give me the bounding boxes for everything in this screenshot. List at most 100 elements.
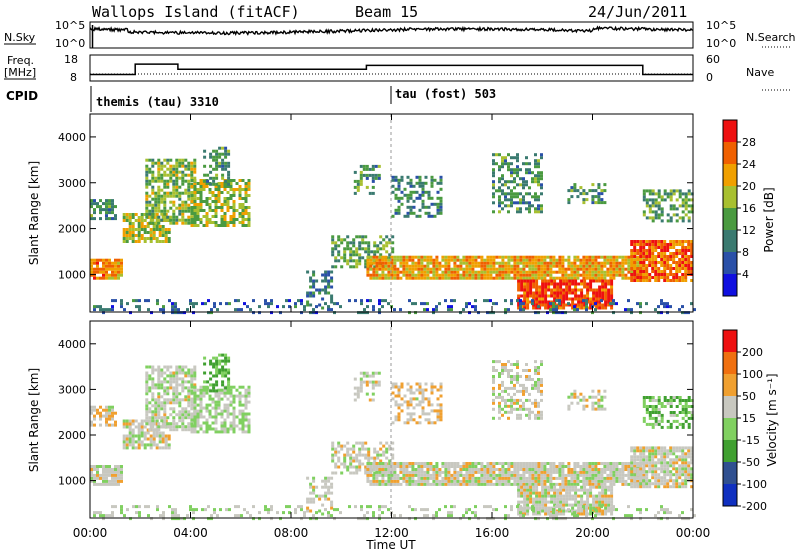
velocity-cell <box>528 473 532 477</box>
velocity-cell <box>178 404 182 408</box>
velocity-cell <box>205 421 209 425</box>
power-cell <box>681 246 685 249</box>
velocity-cell <box>215 374 219 378</box>
velocity-cell <box>221 371 225 375</box>
velocity-cell <box>627 476 631 480</box>
power-cell <box>423 308 426 312</box>
velocity-cell <box>510 375 513 378</box>
power-cell <box>648 192 652 196</box>
power-cell <box>161 234 165 237</box>
velocity-cell <box>498 407 501 411</box>
power-cell <box>151 161 155 165</box>
power-cell <box>330 308 333 312</box>
velocity-cell <box>309 500 313 504</box>
power-cell <box>567 302 570 306</box>
velocity-cell <box>312 500 316 504</box>
velocity-cell <box>209 359 213 363</box>
power-cell <box>648 273 652 276</box>
velocity-cell <box>151 383 155 387</box>
velocity-cell <box>540 378 543 381</box>
velocity-cell <box>402 479 406 483</box>
power-cell <box>687 243 691 246</box>
power-cell <box>654 279 658 282</box>
power-cell <box>111 199 114 203</box>
power-cell <box>369 264 373 268</box>
power-cell <box>612 276 616 280</box>
power-cell <box>663 258 667 261</box>
power-cell <box>571 291 575 295</box>
velocity-cell <box>346 450 350 454</box>
power-cell <box>131 222 135 225</box>
velocity-cell <box>145 422 149 426</box>
power-cell <box>666 267 670 270</box>
power-cell <box>297 299 300 303</box>
power-cell <box>202 215 206 218</box>
velocity-cell <box>111 405 114 409</box>
velocity-cell <box>343 465 347 469</box>
power-cell <box>636 243 640 246</box>
power-cell <box>549 270 553 274</box>
power-cell <box>595 306 599 310</box>
power-cell <box>516 195 519 199</box>
power-cell <box>172 212 176 216</box>
power-cell <box>534 174 537 178</box>
power-cell <box>160 176 164 180</box>
velocity-cell <box>330 482 334 486</box>
nsky-right-tick-bottom: 10^0 <box>706 37 736 50</box>
power-cell <box>369 276 373 280</box>
power-cell <box>621 267 625 271</box>
power-cell <box>227 149 231 153</box>
velocity-cell <box>516 462 520 465</box>
power-cell <box>93 270 96 274</box>
power-cell <box>436 211 440 215</box>
velocity-cell <box>366 470 370 474</box>
velocity-cell <box>199 397 203 401</box>
power-cell <box>218 152 222 156</box>
velocity-cell <box>149 434 153 438</box>
power-cell <box>246 305 249 309</box>
power-cell <box>114 217 117 221</box>
velocity-cell <box>128 443 132 447</box>
power-cell <box>516 174 519 178</box>
velocity-cell <box>352 459 356 463</box>
power-cell <box>181 200 185 204</box>
power-cell <box>169 218 173 222</box>
velocity-cell <box>140 431 144 435</box>
power-cell <box>657 246 661 249</box>
power-cell <box>203 173 207 177</box>
power-cell <box>492 276 496 280</box>
velocity-cell <box>436 418 440 422</box>
power-cell <box>378 273 382 277</box>
velocity-cell <box>102 470 105 474</box>
power-cell <box>657 243 661 246</box>
power-cell <box>681 198 685 202</box>
velocity-cell <box>516 398 519 402</box>
power-cell <box>547 306 551 310</box>
velocity-cell <box>615 479 619 483</box>
power-cell <box>427 205 431 209</box>
velocity-cell <box>465 468 469 471</box>
velocity-cell <box>214 427 218 431</box>
velocity-cell <box>161 422 165 426</box>
velocity-cell <box>538 506 542 510</box>
velocity-cell <box>365 374 369 378</box>
power-cell <box>540 264 544 268</box>
velocity-cell <box>359 386 363 390</box>
velocity-cell <box>531 482 535 486</box>
velocity-cell <box>390 482 394 486</box>
power-cell <box>486 261 490 265</box>
velocity-cell <box>358 462 362 466</box>
power-cell <box>238 215 242 218</box>
power-cell <box>400 190 404 194</box>
power-cell <box>244 212 248 215</box>
velocity-cell <box>175 428 179 432</box>
power-cell <box>420 276 424 280</box>
velocity-cell <box>624 479 628 483</box>
power-cell <box>414 255 418 259</box>
power-cell <box>241 212 245 215</box>
velocity-cell <box>441 462 445 465</box>
velocity-cell <box>609 470 613 474</box>
power-cell <box>453 264 457 268</box>
cpid-label: CPID <box>6 89 38 103</box>
velocity-cell <box>501 413 504 417</box>
